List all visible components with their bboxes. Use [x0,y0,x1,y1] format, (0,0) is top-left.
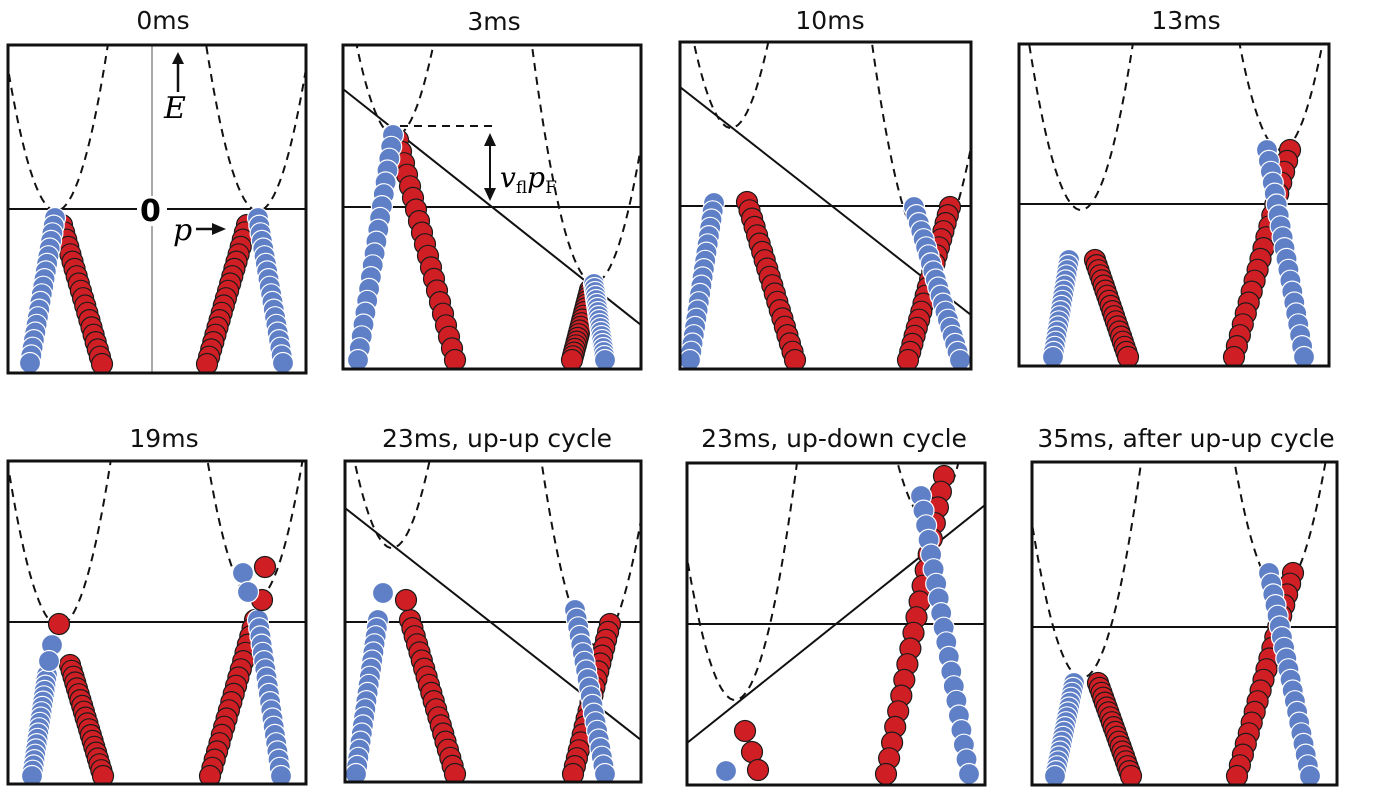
panel-frame [1030,460,1339,787]
panel-4 [8,461,306,784]
spin-down-particle [680,348,702,369]
spin-down-particle [593,762,617,782]
zero-label: 0 [140,194,161,229]
energy-arrow-head [172,52,184,64]
spin-down-particle [1043,764,1067,785]
panel-frame [343,459,643,784]
spin-up-particle [443,348,467,369]
panel-0 [8,45,306,373]
spin-up-particle [195,352,219,373]
panel-frame [6,43,308,375]
panel-frame [341,43,643,371]
spin-up-particle [560,348,584,369]
spin-down-particle [1298,764,1322,785]
spin-up-particle [896,348,920,369]
spin-up-particle [746,758,770,782]
spin-down-particle [20,764,44,784]
spin-up-particle [1222,345,1246,366]
spin-up-particle [47,612,71,636]
spin-up-particle [1119,764,1143,785]
band-dispersion-curve [1233,462,1327,591]
spin-up-particle [1116,345,1140,366]
spin-down-particle [593,348,617,369]
spin-up-particle [253,555,277,579]
band-dispersion-curve [206,461,304,601]
band-dispersion-curve [1028,44,1134,211]
momentum-arrow-head [212,223,226,235]
spin-down-particle [346,348,370,369]
offset-arrow-head-bottom [484,188,496,201]
energy-axis-label: E [163,91,186,126]
momentum-axis-label: p [173,213,192,248]
panel-3 [1019,44,1329,366]
spin-down-particle [371,581,395,605]
spin-down-particle [714,759,738,783]
panel-title-23ms-up-down: 23ms, up-down cycle [701,424,967,453]
band-dispersion-curve [353,461,431,549]
spin-down-particle [269,764,293,784]
spin-down-particle [957,762,981,785]
spin-up-particle [443,762,467,782]
spin-up-particle [1225,764,1249,785]
panel-title-10ms: 10ms [795,6,865,35]
panel-title-23ms-up-up: 23ms, up-up cycle [381,424,613,453]
panel-6 [687,463,985,785]
panel-frame [1017,42,1331,368]
panel-title-13ms: 13ms [1151,6,1221,35]
spin-up-particle [874,762,898,785]
panel-1 [343,45,641,369]
spin-down-particle [1041,345,1065,366]
spin-down-particle [948,348,971,369]
band-dispersion-curve [870,42,971,252]
panel-5 [345,461,641,782]
offset-arrow-head-top [484,133,496,146]
offset-label: vflpF [500,161,557,198]
spin-up-particle [733,719,757,743]
panel-title-35ms: 35ms, after up-up cycle [1037,424,1335,453]
panel-title-3ms: 3ms [467,7,521,36]
spin-down-particle [18,351,42,373]
spin-up-particle [783,348,807,369]
panel-frame [6,459,308,786]
panel-title-0ms: 0ms [136,6,190,35]
spin-up-particle [198,764,222,784]
panel-title-19ms: 19ms [129,424,199,453]
panel-frame [678,40,973,371]
spin-up-particle [561,762,585,782]
spin-down-particle [37,649,61,673]
zero-label-backdrop [137,196,167,226]
spin-down-particle [271,351,295,373]
spin-down-particle [231,561,255,585]
band-dispersion-curve [692,42,770,129]
panel-2 [680,42,971,369]
spin-up-particle [91,764,115,784]
panel-frame [685,461,987,787]
panel-7 [1032,462,1337,785]
spin-down-particle [1292,345,1316,366]
spin-down-particle [236,580,260,604]
spin-up-particle [90,352,114,373]
spin-up-particle [394,588,418,612]
